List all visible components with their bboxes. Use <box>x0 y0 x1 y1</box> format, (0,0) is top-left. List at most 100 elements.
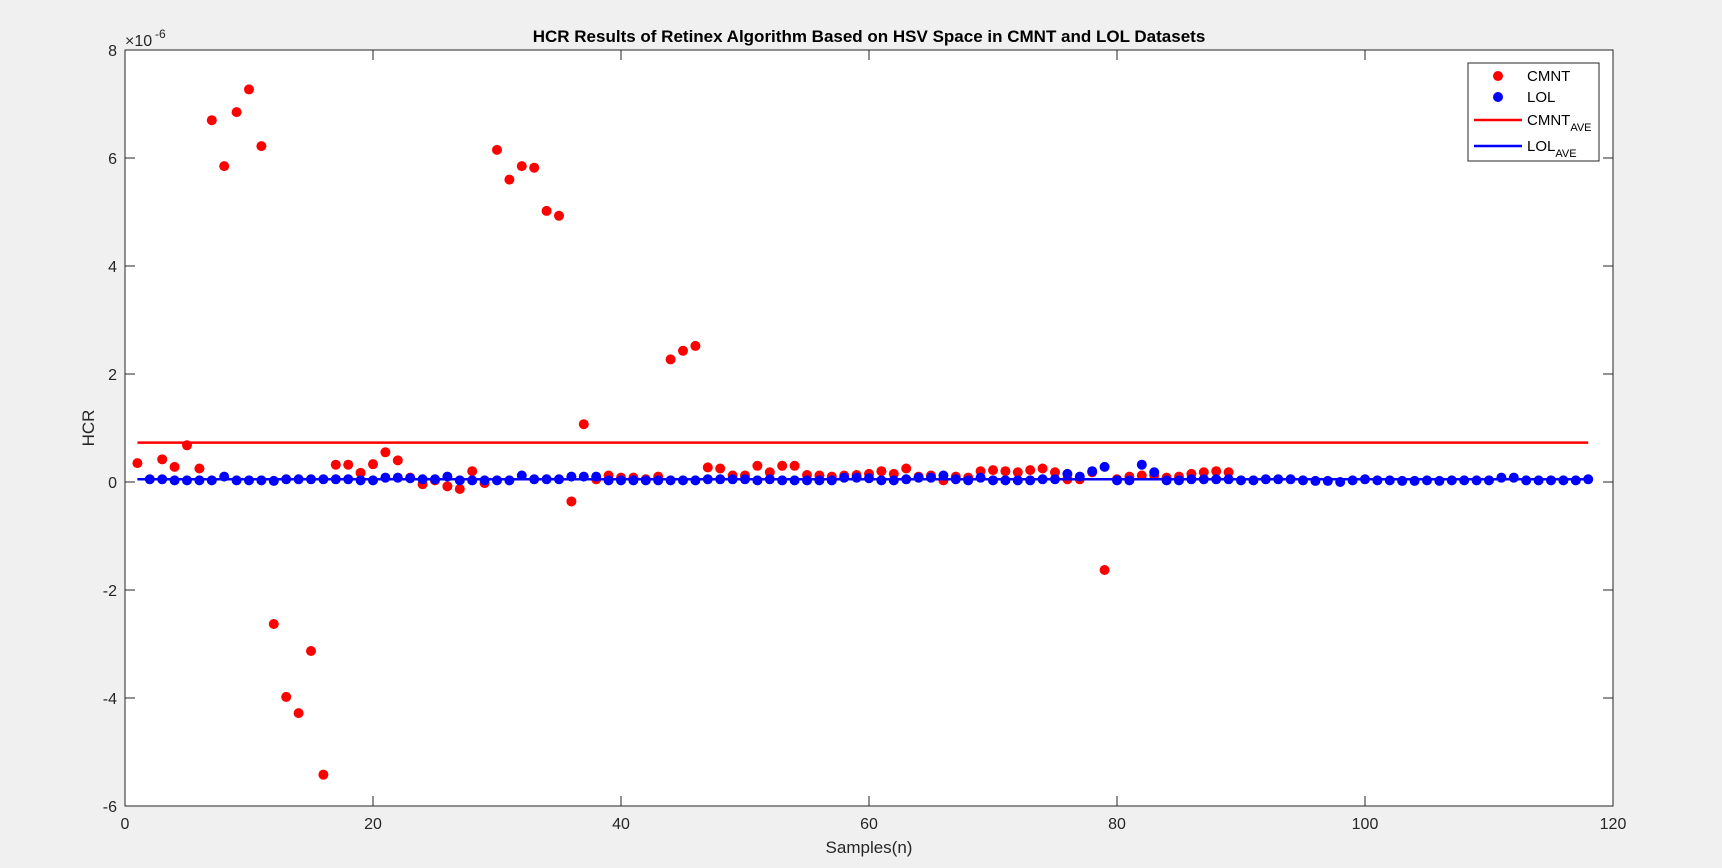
data-point-cmnt-73 <box>1050 467 1060 478</box>
data-point-lol-102 <box>1409 475 1420 486</box>
data-point-cmnt-13 <box>306 646 316 657</box>
data-point-cmnt-35 <box>578 419 589 430</box>
data-point-cmnt-59 <box>876 466 887 477</box>
data-point-cmnt-87 <box>1223 467 1234 478</box>
data-point-lol-63 <box>926 472 936 483</box>
data-point-cmnt-25 <box>454 484 465 495</box>
data-point-lol-56 <box>839 472 850 483</box>
data-point-cmnt-20 <box>392 455 403 466</box>
data-point-lol-76 <box>1087 466 1098 477</box>
data-point-cmnt-11 <box>281 691 292 702</box>
data-point-cmnt-71 <box>1025 465 1036 476</box>
data-point-cmnt-1 <box>157 454 168 465</box>
data-point-lol-57 <box>851 472 862 483</box>
data-point-cmnt-30 <box>516 161 527 172</box>
data-point-lol-109 <box>1496 472 1507 483</box>
data-point-cmnt-5 <box>206 115 217 126</box>
data-point-cmnt-8 <box>244 84 254 95</box>
data-point-lol-104 <box>1434 475 1445 486</box>
data-point-lol-80 <box>1136 459 1147 470</box>
legend-item-cmnt: CMNT <box>1493 68 1570 85</box>
data-point-lol-94 <box>1310 475 1321 486</box>
data-point-cmnt-77 <box>1099 565 1110 576</box>
data-point-cmnt-26 <box>467 466 478 477</box>
data-marks <box>132 84 1594 780</box>
data-point-lol-64 <box>938 470 949 481</box>
legend-label: CMNT <box>1527 68 1570 85</box>
data-point-cmnt-7 <box>231 107 242 118</box>
data-point-cmnt-72 <box>1037 463 1048 474</box>
data-point-cmnt-61 <box>901 463 912 474</box>
data-point-cmnt-70 <box>1012 467 1023 478</box>
x-tick-label-80: 80 <box>1108 816 1126 833</box>
data-point-lol-62 <box>913 472 924 483</box>
y-tick-label-6: 6 <box>108 151 117 168</box>
x-tick-label-60: 60 <box>860 816 878 833</box>
data-point-cmnt-6 <box>219 161 230 172</box>
data-point-lol-95 <box>1322 475 1333 486</box>
data-point-cmnt-14 <box>318 769 329 780</box>
data-point-lol-77 <box>1099 461 1110 472</box>
y-tick-label-8: 8 <box>108 43 117 60</box>
data-point-lol-67 <box>975 472 986 483</box>
y-tick-label--6: -6 <box>103 799 117 816</box>
data-point-cmnt-19 <box>380 447 391 458</box>
y-tick-label-4: 4 <box>108 259 117 276</box>
legend-box <box>1467 62 1600 162</box>
data-point-cmnt-44 <box>690 340 701 351</box>
y-tick-label-0: 0 <box>108 475 117 492</box>
data-point-cmnt-4 <box>194 463 205 474</box>
data-point-cmnt-50 <box>764 467 775 478</box>
data-point-cmnt-31 <box>529 162 540 173</box>
legend-label: LOL <box>1527 89 1555 106</box>
plot-area-background <box>125 50 1613 806</box>
data-point-cmnt-43 <box>678 345 688 356</box>
x-tick-label-20: 20 <box>364 816 382 833</box>
data-point-lol-74 <box>1062 468 1073 479</box>
legend-label-subscript: AVE <box>1555 148 1576 160</box>
data-point-cmnt-46 <box>715 463 726 474</box>
y-tick-label-2: 2 <box>108 367 117 384</box>
data-point-cmnt-10 <box>268 619 279 630</box>
legend-marker-swatch <box>1493 92 1503 102</box>
legend-item-lol: LOL <box>1493 89 1555 106</box>
data-point-cmnt-24 <box>442 481 453 492</box>
chart-title: HCR Results of Retinex Algorithm Based o… <box>533 27 1206 46</box>
data-point-cmnt-15 <box>330 459 341 470</box>
data-point-cmnt-0 <box>132 458 143 469</box>
data-point-cmnt-28 <box>492 144 502 155</box>
legend-label-subscript: AVE <box>1570 122 1591 134</box>
x-axis-ticks: 0 20 40 60 80 100 120 <box>121 50 1627 833</box>
x-tick-label-100: 100 <box>1352 816 1379 833</box>
x-axis-label: Samples(n) <box>826 838 913 857</box>
y-tick-label--4: -4 <box>103 691 117 708</box>
y-exponent-power: -6 <box>155 27 166 41</box>
y-exponent-base: ×10 <box>125 33 152 50</box>
data-point-cmnt-34 <box>566 496 577 507</box>
data-point-cmnt-68 <box>988 465 998 476</box>
data-point-cmnt-42 <box>665 354 676 365</box>
data-point-lol-19 <box>380 472 391 483</box>
data-point-cmnt-2 <box>169 461 180 472</box>
data-point-cmnt-85 <box>1198 467 1209 478</box>
data-point-lol-81 <box>1149 467 1160 478</box>
data-point-cmnt-9 <box>256 141 267 152</box>
legend-marker-swatch <box>1493 71 1503 81</box>
data-point-cmnt-29 <box>504 174 515 185</box>
y-tick-label--2: -2 <box>103 583 117 600</box>
data-point-cmnt-69 <box>1000 466 1011 477</box>
data-point-lol-101 <box>1397 475 1408 486</box>
data-point-cmnt-49 <box>752 460 763 471</box>
data-point-cmnt-16 <box>343 459 354 470</box>
y-axis-ticks: -6 -4 -2 0 2 4 6 8 <box>103 43 1613 816</box>
data-point-cmnt-86 <box>1211 466 1222 477</box>
x-tick-label-120: 120 <box>1600 816 1627 833</box>
data-point-cmnt-80 <box>1136 470 1147 481</box>
x-tick-label-40: 40 <box>612 816 630 833</box>
data-point-lol-20 <box>392 472 403 483</box>
data-point-cmnt-51 <box>777 460 788 471</box>
y-axis-label: HCR <box>79 410 98 447</box>
data-point-cmnt-33 <box>554 210 564 221</box>
